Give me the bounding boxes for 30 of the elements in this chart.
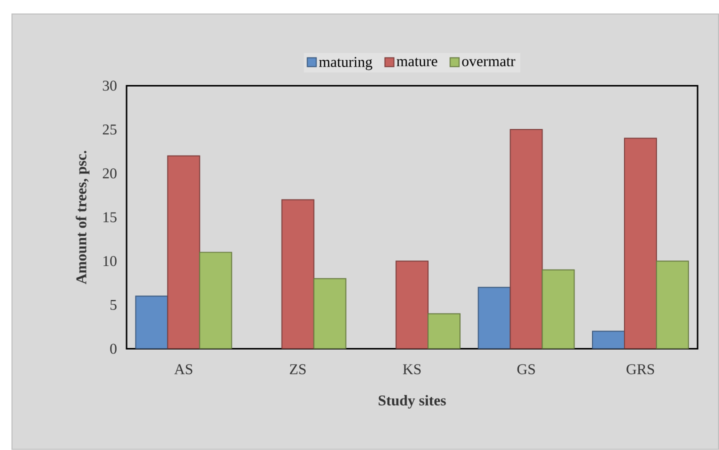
bar [542, 269, 575, 349]
bar [199, 252, 232, 349]
bar [281, 199, 314, 349]
y-tick-label: 25 [102, 124, 116, 135]
y-tick-label: 10 [103, 256, 117, 266]
bar [396, 260, 429, 349]
bar [624, 138, 657, 349]
y-tick-label: 20 [102, 168, 117, 178]
y-tick-label: 5 [110, 300, 116, 310]
x-tick-label: KS [402, 364, 421, 374]
x-tick-label: ZS [290, 364, 306, 374]
bar [167, 155, 200, 349]
x-tick-label: GRS [626, 364, 654, 374]
bar [592, 330, 625, 349]
bar [656, 260, 689, 349]
x-tick-label: GS [517, 364, 535, 374]
y-tick-label: 15 [103, 212, 116, 222]
legend-label: mature [396, 58, 438, 66]
bar [510, 129, 543, 349]
bar [478, 286, 511, 349]
legend-label: maturing [319, 57, 372, 70]
x-axis-title: Study sites [378, 395, 446, 409]
x-tick-label: AS [174, 364, 192, 374]
bar [135, 296, 168, 349]
y-tick-label: 0 [110, 344, 117, 354]
bar [313, 278, 346, 349]
y-axis-title: Amount of trees, psc. [76, 150, 90, 284]
bar [428, 313, 461, 349]
y-tick-label: 30 [102, 80, 117, 91]
legend-label: overmatr [462, 58, 516, 66]
